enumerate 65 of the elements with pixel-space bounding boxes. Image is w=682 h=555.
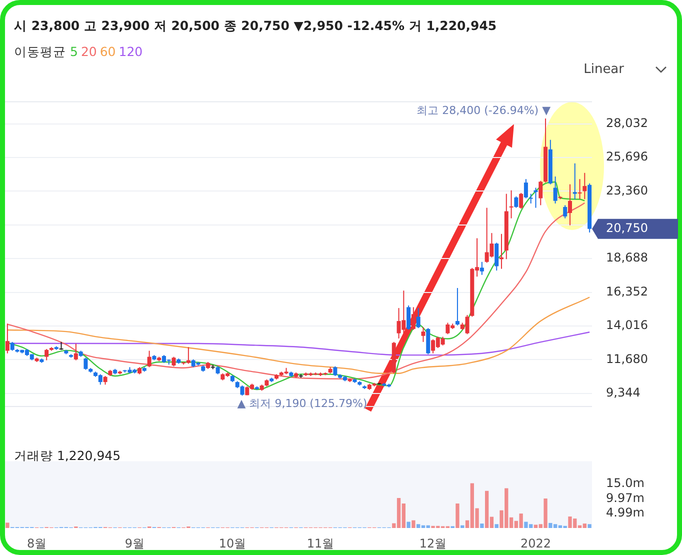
candlestick xyxy=(538,180,543,206)
candlestick xyxy=(74,343,78,361)
candlestick xyxy=(528,193,533,204)
y-tick-label: 4.99m xyxy=(606,505,644,520)
line-series xyxy=(6,296,590,374)
y-tick-label: 9.97m xyxy=(606,490,644,505)
candlestick xyxy=(147,350,152,368)
text: Linear xyxy=(584,62,624,77)
candlestick xyxy=(494,242,499,272)
candlestick xyxy=(582,172,587,200)
bar xyxy=(456,504,460,528)
candlestick xyxy=(568,184,572,226)
y-tick-label: 14,016 xyxy=(606,318,648,332)
candlestick xyxy=(5,323,10,354)
candlestick xyxy=(519,192,524,210)
candlestick xyxy=(553,176,558,204)
y-tick-label: 28,032 xyxy=(606,116,648,130)
line-series xyxy=(6,202,586,380)
candlestick xyxy=(563,204,568,219)
candlestick xyxy=(509,190,514,219)
text: 60 xyxy=(100,44,116,59)
text: 20 xyxy=(80,44,97,59)
candlestick xyxy=(172,356,176,367)
y-tick-label: 11,680 xyxy=(606,352,648,366)
text: 20,750 xyxy=(606,220,648,235)
chart-subtitle: 시 23,800 고 23,900 저 20,500 종 20,750 ▼2,950 -12.45% 거 1,220,945 xyxy=(14,18,497,35)
text: 120 xyxy=(118,44,143,59)
candlestick xyxy=(411,306,416,330)
candlestick xyxy=(572,162,577,200)
bar xyxy=(406,522,410,528)
x-tick-label: 12월 xyxy=(419,536,447,550)
candlestick xyxy=(455,288,460,326)
x-tick-label: 2022 xyxy=(520,536,552,550)
annotation: ▲ 최저 9,190 (125.79%) xyxy=(237,396,368,410)
y-tick-label: 23,360 xyxy=(606,183,648,198)
y-tick-label: 25,696 xyxy=(606,150,648,164)
line-series xyxy=(6,181,586,390)
x-tick-label: 9월 xyxy=(124,536,144,550)
candlestick xyxy=(578,178,582,200)
y-tick-label: 16,352 xyxy=(606,284,648,298)
bar xyxy=(494,524,498,528)
bar xyxy=(460,525,464,528)
candlestick xyxy=(406,304,411,330)
text: 5 xyxy=(70,44,78,59)
bar xyxy=(588,524,592,528)
bar xyxy=(412,520,416,528)
x-tick-label: 11월 xyxy=(306,536,334,550)
y-tick-label: 18,688 xyxy=(606,250,648,265)
candlestick xyxy=(421,326,426,342)
chart-title: 거래량 1,220,945 xyxy=(14,448,121,465)
y-tick-label: 9,344 xyxy=(606,386,640,400)
candlestick xyxy=(333,366,338,376)
candlestick xyxy=(480,261,484,276)
candlestick xyxy=(44,348,49,361)
candlestick xyxy=(84,357,88,370)
candlestick xyxy=(514,196,518,208)
x-tick-label: 8월 xyxy=(26,536,47,550)
candlestick xyxy=(524,178,528,199)
annotation: 최고 28,400 (-26.94%) ▼ xyxy=(416,104,552,117)
y-tick-label: 15.0m xyxy=(606,476,644,490)
bar xyxy=(6,522,10,528)
candlestick xyxy=(416,308,420,329)
bar xyxy=(480,524,484,528)
x-tick-label: 10월 xyxy=(218,536,246,550)
legend-title: 이동평균 xyxy=(14,44,66,59)
